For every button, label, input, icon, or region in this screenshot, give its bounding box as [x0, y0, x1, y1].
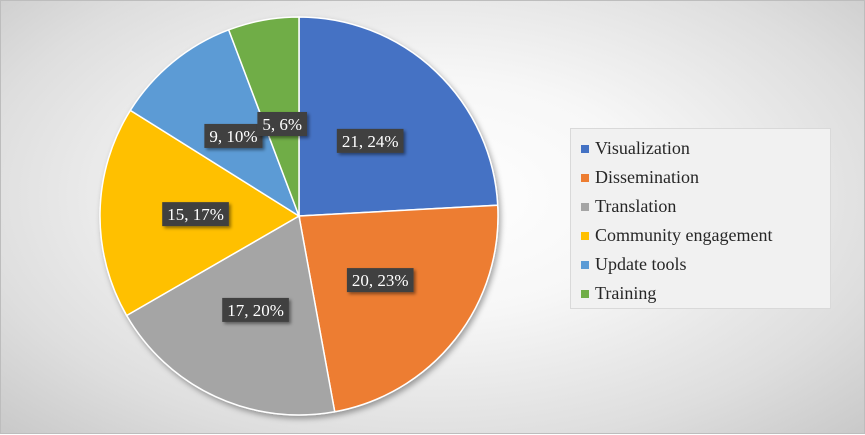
- data-label-text: 20, 23%: [352, 271, 409, 290]
- legend-swatch: [581, 260, 589, 269]
- legend-item-update-tools: Update tools: [581, 250, 830, 279]
- pie-slice-visualization: [298, 16, 499, 217]
- pie-slice-update-tools: [129, 28, 301, 218]
- legend-label: Community engagement: [595, 225, 773, 245]
- legend-label: Training: [595, 283, 657, 303]
- legend-item-community-engagement: Community engagement: [581, 221, 830, 250]
- data-label-text: 17, 20%: [227, 301, 284, 320]
- data-label-community-engagement: 15, 17%: [162, 202, 229, 227]
- data-label-text: 21, 24%: [342, 132, 399, 151]
- legend-swatch: [581, 231, 589, 240]
- legend-label: Visualization: [595, 138, 690, 158]
- data-label-text: 5, 6%: [262, 115, 302, 134]
- data-label-box: [222, 297, 289, 322]
- legend-label: Translation: [595, 196, 677, 216]
- data-label-training: 5, 6%: [257, 111, 308, 136]
- legend-item-dissemination: Dissemination: [581, 163, 830, 192]
- legend-label: Update tools: [595, 254, 687, 274]
- legend-item-visualization: Visualization: [581, 134, 830, 163]
- data-label-visualization: 21, 24%: [336, 128, 404, 153]
- legend-swatch: [581, 173, 589, 182]
- legend-swatch: [581, 144, 589, 153]
- legend-item-translation: Translation: [581, 192, 830, 221]
- pie-slices: [99, 16, 499, 416]
- data-label-box: [162, 202, 229, 227]
- legend-swatch: [581, 289, 589, 298]
- legend-item-training: Training: [581, 279, 830, 308]
- pie-data-labels: 21, 24% 20, 23% 17, 20% 15, 17% 9, 10% 5, 6%: [162, 111, 414, 322]
- data-label-box: [336, 128, 404, 153]
- data-label-dissemination: 20, 23%: [346, 268, 414, 293]
- data-label-update-tools: 9, 10%: [204, 123, 263, 148]
- data-label-box: [257, 111, 308, 136]
- legend-label: Dissemination: [595, 167, 699, 187]
- data-label-text: 15, 17%: [167, 205, 224, 224]
- data-label-translation: 17, 20%: [222, 297, 289, 322]
- data-label-box: [346, 268, 414, 293]
- data-label-text: 9, 10%: [209, 127, 257, 146]
- pie-slice-dissemination: [298, 204, 499, 413]
- legend: Visualization Dissemination Translation Com…: [570, 128, 831, 309]
- data-label-box: [204, 123, 263, 148]
- legend-swatch: [581, 202, 589, 211]
